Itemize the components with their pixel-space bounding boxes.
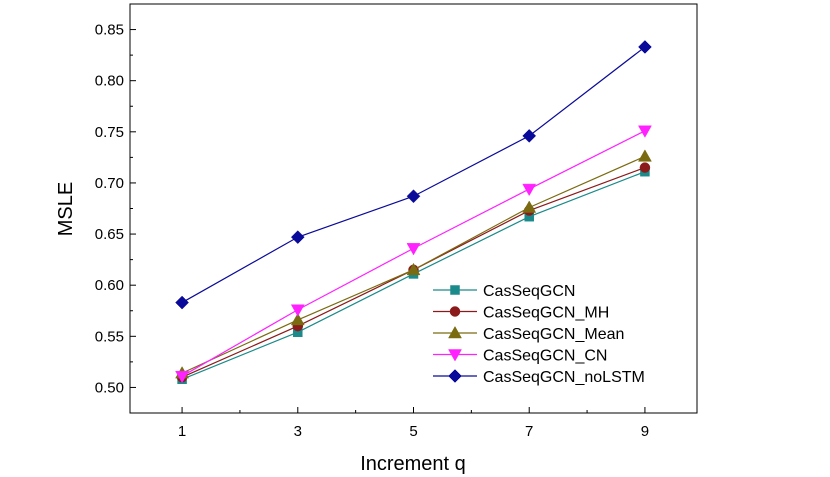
y-tick-label: 0.80 xyxy=(95,73,124,90)
data-point xyxy=(406,262,421,276)
data-point xyxy=(522,200,537,213)
x-tick-label: 9 xyxy=(641,423,649,440)
series-layer xyxy=(175,40,652,385)
plot-area-frame xyxy=(129,3,698,414)
legend-entry: CasSeqGCN_MH xyxy=(433,305,609,322)
series-casseqgcn-nolstm xyxy=(175,40,652,310)
data-point xyxy=(638,40,652,54)
legend-label: CasSeqGCN_MH xyxy=(483,305,609,322)
y-tick-label: 0.50 xyxy=(95,379,124,396)
data-point xyxy=(406,243,421,256)
data-point xyxy=(290,312,305,326)
data-point xyxy=(290,304,305,317)
legend-entry: CasSeqGCN_Mean xyxy=(433,325,624,343)
y-tick-label: 0.65 xyxy=(95,226,124,243)
legend-label: CasSeqGCN_Mean xyxy=(483,326,624,343)
y-tick-label: 0.60 xyxy=(95,277,124,294)
data-point xyxy=(638,149,652,162)
y-tick-label: 0.55 xyxy=(95,328,124,345)
data-point xyxy=(406,189,421,204)
legend-marker xyxy=(448,349,462,362)
series-casseqgcn-cn xyxy=(175,125,652,384)
series-casseqgcn-mean xyxy=(175,149,652,379)
legend-label: CasSeqGCN_noLSTM xyxy=(483,369,645,386)
axes-layer: 0.50 0.55 0.60 0.65 0.70 0.75 0.80 0.85 1 3 5 7 9 xyxy=(95,22,649,440)
data-point xyxy=(290,230,305,244)
legend-marker xyxy=(448,369,462,383)
legend-label: CasSeqGCN xyxy=(483,283,575,300)
y-axis-title: MSLE xyxy=(55,182,77,236)
data-point xyxy=(175,295,189,310)
legend: CasSeqGCN CasSeqGCN_MH CasSeqGCN_Mean CasSe… xyxy=(433,283,645,386)
legend-entry: CasSeqGCN_noLSTM xyxy=(433,369,645,386)
x-tick-label: 7 xyxy=(525,423,533,440)
data-point xyxy=(522,129,537,143)
legend-label: CasSeqGCN_CN xyxy=(483,348,607,365)
x-tick-label: 5 xyxy=(409,423,417,440)
data-point xyxy=(522,183,537,197)
x-tick-label: 3 xyxy=(294,423,302,440)
y-tick-label: 0.75 xyxy=(95,124,124,141)
legend-entry: CasSeqGCN_CN xyxy=(433,348,607,365)
legend-marker xyxy=(448,325,462,339)
legend-marker xyxy=(450,285,460,295)
y-tick-label: 0.70 xyxy=(95,175,124,192)
data-point xyxy=(639,162,651,173)
data-point xyxy=(638,125,652,138)
data-point xyxy=(175,370,189,384)
legend-entry: CasSeqGCN xyxy=(433,283,575,300)
legend-marker xyxy=(449,306,461,317)
y-tick-label: 0.85 xyxy=(95,22,124,39)
x-axis-title: Increment q xyxy=(360,453,466,475)
x-tick-label: 1 xyxy=(178,423,186,440)
